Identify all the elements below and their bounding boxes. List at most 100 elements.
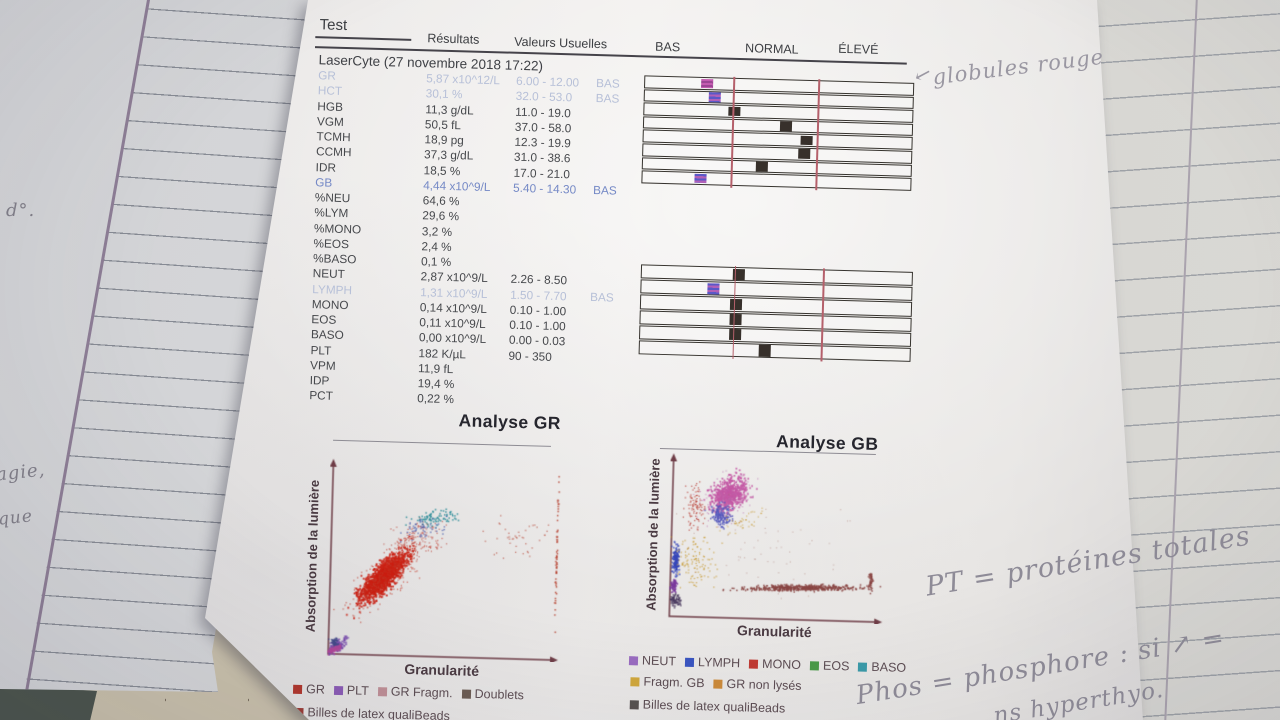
legend-swatch (684, 657, 695, 667)
legend-label: Billes de latex qualiBeads (307, 705, 451, 720)
legend-swatch (858, 662, 868, 672)
legend-label: Fragm. GB (643, 674, 705, 691)
row-flag: BAS (595, 91, 620, 106)
range-marker (700, 78, 713, 89)
row-name: PLT (310, 342, 332, 358)
row-value: 29,6 % (422, 208, 460, 224)
range-marker (800, 135, 813, 146)
scatter-gb-ylabel: Absorption de la lumière (643, 458, 663, 612)
legend-label: PLT (346, 683, 370, 698)
legend-swatch (749, 659, 759, 669)
report-content: Test Résultats Valeurs Usuelles BAS NORM… (290, 12, 1143, 720)
row-range: 17.0 - 21.0 (513, 165, 571, 181)
range-marker (708, 92, 721, 103)
row-value: 2,4 % (421, 238, 452, 254)
range-marker (755, 161, 769, 172)
scatter-gr-ylabel: Absorption de la lumière (302, 479, 322, 633)
row-name: LYMPH (312, 281, 353, 297)
row-range: 12.3 - 19.9 (514, 134, 572, 151)
range-marker (797, 149, 811, 160)
row-value: 11,3 g/dL (425, 101, 474, 118)
row-range: 0.10 - 1.00 (509, 302, 567, 319)
legend-item: GR Fragm. (377, 684, 453, 700)
row-name: IDR (315, 159, 337, 175)
legend-swatch (628, 655, 639, 665)
row-name: TCMH (316, 129, 351, 145)
notebook-note-fragment: d°. (6, 200, 36, 221)
row-name: HCT (317, 83, 343, 99)
legend-swatch (333, 685, 343, 695)
zone-normal-header: NORMAL (744, 41, 799, 57)
row-name: MONO (311, 296, 349, 312)
row-name: GB (315, 174, 333, 190)
scatter-gr-title: Analyse GR (458, 410, 562, 434)
legend-swatch (294, 707, 304, 717)
row-name: PCT (309, 388, 334, 404)
legend-swatch (629, 699, 639, 709)
range-panel-erythrogram (641, 75, 915, 191)
row-value: 19,4 % (417, 376, 455, 392)
row-flag: BAS (592, 182, 617, 198)
legend-item: GR non lysés (713, 677, 802, 693)
legend-item: PLT (333, 683, 370, 698)
range-panel-leukogram (638, 264, 913, 363)
row-range: 0.00 - 0.03 (508, 332, 566, 349)
row-name: EOS (311, 312, 337, 327)
legend-label: EOS (822, 658, 850, 674)
legend-swatch (292, 684, 303, 694)
row-name: GR (318, 68, 337, 83)
range-marker (729, 298, 743, 311)
row-value: 50,5 fL (424, 117, 462, 133)
legend-item: Fragm. GB (630, 674, 705, 691)
row-value: 182 K/µL (418, 345, 467, 361)
scatter-gb-legend-row-3: Billes de latex qualiBeads (629, 697, 786, 716)
row-range: 32.0 - 53.0 (515, 89, 573, 105)
row-value: 4,44 x10^9/L (423, 177, 491, 194)
legend-label: BASO (871, 659, 907, 675)
row-value: 1,31 x10^9/L (420, 284, 488, 301)
row-name: VPM (309, 357, 336, 373)
row-range: 31.0 - 38.6 (513, 150, 571, 166)
range-marker (693, 173, 707, 184)
scatter-gr-legend-row-2: Billes de latex qualiBeads (294, 705, 450, 720)
legend-item: GR (292, 682, 326, 697)
legend-swatch (630, 676, 640, 686)
row-value: 0,00 x10^9/L (418, 330, 487, 347)
row-range: 0.10 - 1.00 (509, 317, 566, 334)
scatter-gb-legend-row-1: NEUT LYMPH MONO EOS BASO (628, 653, 906, 675)
row-range: 5.40 - 14.30 (512, 180, 577, 197)
row-value: 5,87 x10^12/L (425, 71, 501, 88)
row-name: NEUT (312, 266, 346, 282)
scatter-gr-legend-row-1: GR PLT GR Fragm. Doublets (292, 682, 525, 703)
legend-swatch (809, 660, 820, 670)
row-value: 0,22 % (417, 391, 455, 407)
range-marker (758, 345, 771, 357)
legend-label: Billes de latex qualiBeads (642, 697, 786, 716)
legend-swatch (461, 689, 471, 699)
scatter-gb-plot (666, 452, 888, 625)
legend-label: Doublets (474, 686, 525, 703)
legend-item: Billes de latex qualiBeads (294, 705, 450, 720)
row-name: %NEU (314, 190, 351, 206)
row-value: 0,1 % (420, 254, 452, 270)
zone-high-header: ÉLEVÉ (837, 41, 879, 57)
range-marker (729, 313, 742, 326)
range-marker (779, 121, 793, 132)
legend-label: NEUT (641, 653, 677, 669)
row-name: IDP (309, 373, 330, 388)
row-value: 3,2 % (421, 223, 453, 239)
legend-item: NEUT (628, 653, 677, 669)
row-value: 64,6 % (422, 193, 460, 209)
legend-label: GR (305, 682, 326, 697)
row-range: 1.50 - 7.70 (510, 287, 567, 303)
row-name: BASO (310, 327, 344, 343)
row-value: 30,1 % (425, 86, 463, 102)
row-flag: BAS (595, 76, 620, 91)
scatter-gr-xlabel: Granularité (404, 660, 480, 679)
legend-item: LYMPH (684, 655, 740, 670)
legend-item: BASO (858, 660, 906, 675)
row-value: 18,9 pg (424, 132, 465, 148)
